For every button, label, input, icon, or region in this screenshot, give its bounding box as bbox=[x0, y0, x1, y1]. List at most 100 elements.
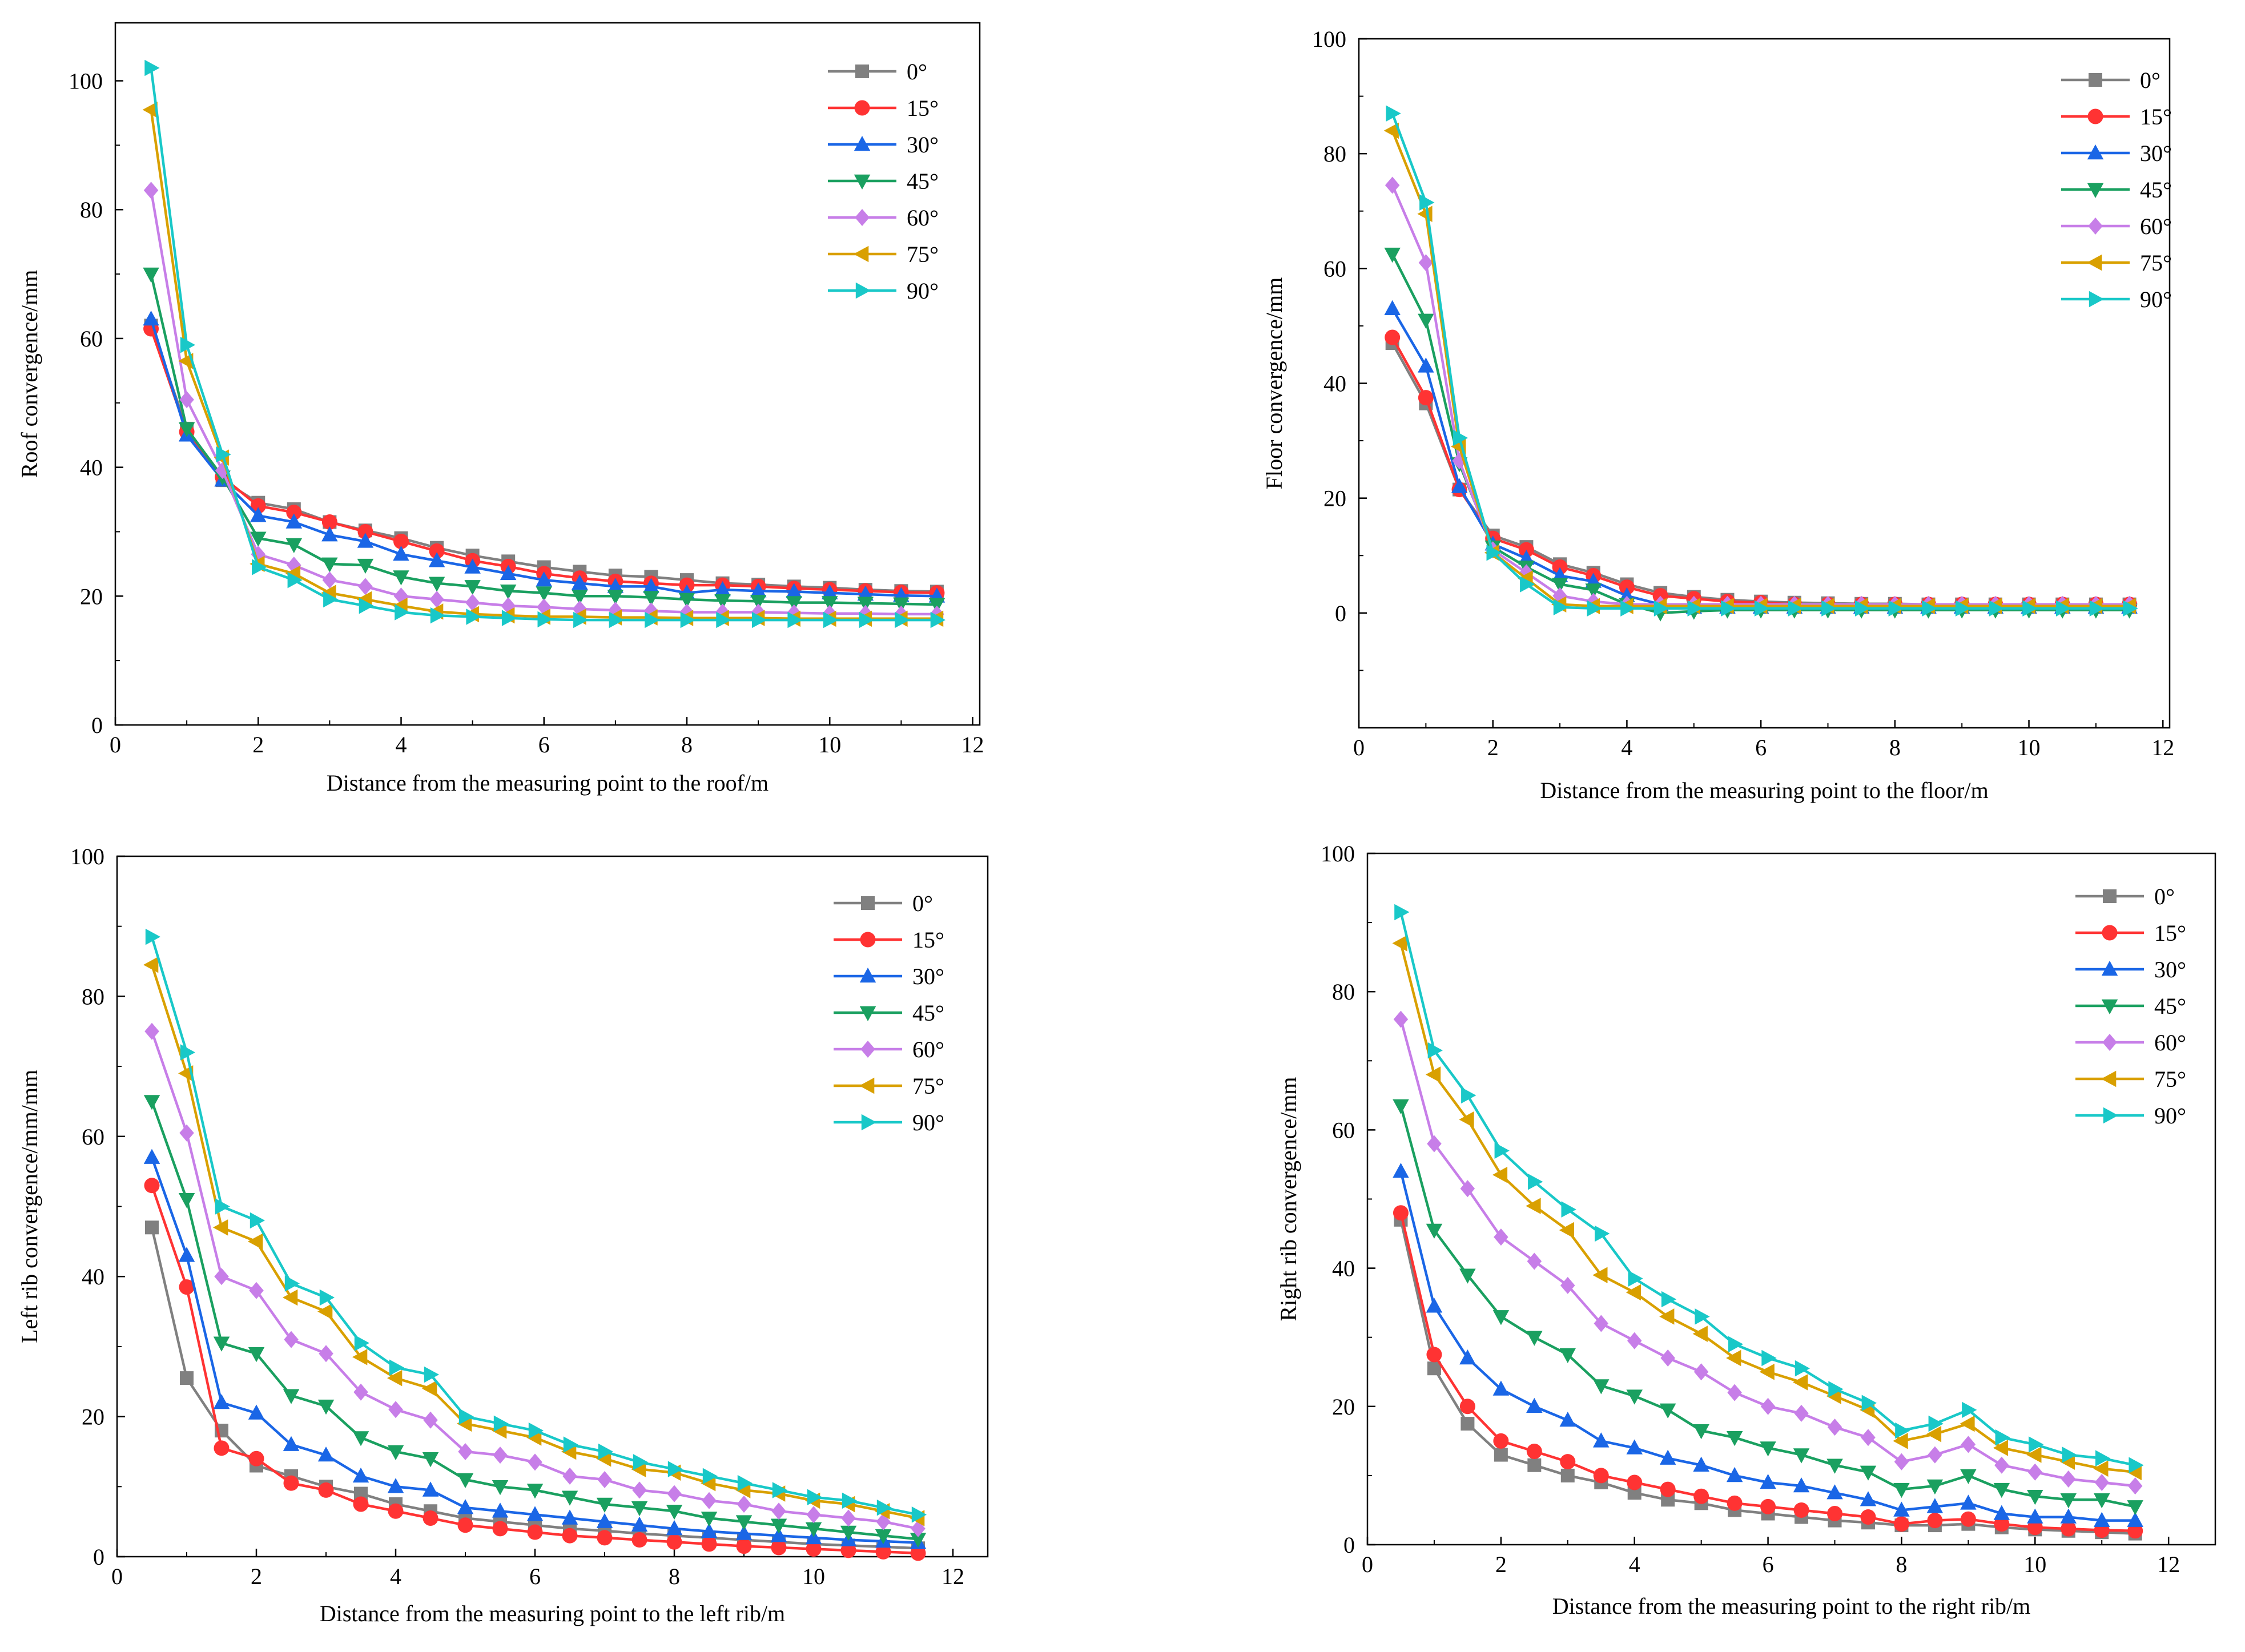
data-point bbox=[423, 1510, 438, 1526]
data-point bbox=[859, 611, 874, 628]
data-point bbox=[143, 182, 159, 199]
data-point bbox=[1486, 545, 1502, 561]
data-point bbox=[1989, 600, 2004, 617]
data-point bbox=[1994, 1516, 2010, 1532]
data-point bbox=[2127, 1477, 2143, 1495]
data-point bbox=[1552, 559, 1568, 575]
data-point bbox=[1728, 1336, 1744, 1353]
legend-label: 30° bbox=[2140, 140, 2172, 166]
legend-label: 60° bbox=[907, 205, 939, 231]
data-point bbox=[1960, 1494, 1977, 1510]
data-point bbox=[537, 611, 553, 628]
x-tick-label: 4 bbox=[1621, 735, 1632, 760]
series-2 bbox=[1384, 300, 2138, 614]
data-point bbox=[2123, 600, 2138, 617]
x-tick-label: 0 bbox=[1353, 735, 1365, 760]
legend-marker bbox=[2101, 999, 2118, 1014]
series-line bbox=[1399, 1019, 2135, 1488]
data-point bbox=[2027, 1520, 2043, 1536]
legend-marker bbox=[2101, 961, 2118, 976]
data-point bbox=[1393, 1099, 1409, 1114]
legend-label: 0° bbox=[2154, 884, 2175, 909]
data-point bbox=[716, 611, 731, 628]
data-point bbox=[1560, 1468, 1575, 1482]
data-point bbox=[1854, 600, 1870, 617]
series-3 bbox=[1393, 1099, 2143, 1516]
plot-frame bbox=[114, 22, 981, 726]
data-point bbox=[680, 611, 695, 628]
data-point bbox=[1827, 1419, 1842, 1436]
data-point bbox=[1426, 1223, 1443, 1239]
data-point bbox=[395, 604, 410, 620]
series-5 bbox=[1392, 935, 2142, 1481]
legend-label: 75° bbox=[2154, 1066, 2186, 1092]
data-point bbox=[214, 1268, 229, 1286]
data-point bbox=[252, 559, 267, 575]
data-point bbox=[1452, 452, 1467, 470]
data-point bbox=[323, 591, 339, 608]
data-point bbox=[1494, 1142, 1510, 1159]
data-point bbox=[526, 1484, 544, 1499]
data-point bbox=[1384, 300, 1401, 315]
legend-marker bbox=[2087, 254, 2102, 271]
data-point bbox=[1394, 904, 1410, 921]
data-point bbox=[2061, 1521, 2077, 1537]
data-point bbox=[2127, 1512, 2143, 1527]
data-point bbox=[911, 1520, 926, 1537]
data-point bbox=[875, 1529, 892, 1545]
y-tick-label: 100 bbox=[1321, 841, 1355, 867]
legend-label: 0° bbox=[2140, 67, 2160, 93]
data-point bbox=[1526, 1397, 1543, 1413]
data-point bbox=[353, 1383, 368, 1401]
legend-label: 90° bbox=[2154, 1103, 2186, 1129]
left-rib-convergence-chart: 0 2 4 6 8 10 12 0 20 40 60 80 100 Distance from the m… bbox=[17, 844, 989, 1626]
data-point bbox=[357, 523, 373, 539]
data-point bbox=[1928, 1446, 1942, 1464]
data-point bbox=[429, 543, 445, 559]
y-tick-label: 80 bbox=[82, 984, 104, 1009]
legend-label: 90° bbox=[2140, 287, 2172, 312]
legend-label: 15° bbox=[907, 95, 939, 121]
data-point bbox=[1793, 1502, 1809, 1518]
data-point bbox=[561, 1490, 578, 1506]
data-point bbox=[143, 311, 159, 326]
legend-marker bbox=[2103, 1107, 2118, 1124]
data-point bbox=[701, 1522, 718, 1538]
data-point bbox=[143, 1095, 160, 1110]
x-axis-label: Distance from the measuring point to the… bbox=[320, 1601, 785, 1626]
data-point bbox=[1653, 600, 1669, 617]
data-point bbox=[285, 513, 303, 529]
data-point bbox=[598, 1443, 613, 1460]
y-tick-label: 100 bbox=[1312, 26, 1346, 52]
legend-label: 30° bbox=[912, 964, 944, 989]
y-axis-ticks: 0 20 40 60 80 100 bbox=[1321, 841, 1375, 1558]
data-point bbox=[501, 610, 517, 626]
legend-label: 15° bbox=[2154, 920, 2186, 946]
data-point bbox=[145, 928, 160, 945]
data-point bbox=[250, 498, 266, 514]
x-tick-label: 10 bbox=[2018, 735, 2041, 760]
data-point bbox=[1760, 1474, 1776, 1489]
data-point bbox=[771, 1502, 786, 1520]
data-point bbox=[1593, 1379, 1610, 1395]
data-point bbox=[2056, 600, 2071, 617]
data-point bbox=[2027, 1508, 2043, 1524]
y-axis-label: Floor convergence/mm bbox=[1261, 277, 1287, 489]
data-point bbox=[143, 956, 159, 973]
x-tick-label: 10 bbox=[818, 732, 841, 757]
series-line bbox=[150, 67, 937, 622]
data-point bbox=[213, 1394, 230, 1409]
y-tick-label: 100 bbox=[69, 69, 103, 94]
data-point bbox=[1660, 1349, 1675, 1367]
x-tick-label: 8 bbox=[1889, 735, 1901, 760]
data-point bbox=[352, 1431, 369, 1446]
legend-marker bbox=[2101, 1070, 2117, 1087]
data-point bbox=[1926, 1479, 1944, 1495]
data-point bbox=[736, 1538, 752, 1554]
data-point bbox=[572, 574, 588, 590]
data-point bbox=[1693, 1424, 1709, 1440]
data-point bbox=[787, 611, 803, 628]
data-point bbox=[144, 59, 160, 76]
data-point bbox=[1760, 1397, 1776, 1415]
